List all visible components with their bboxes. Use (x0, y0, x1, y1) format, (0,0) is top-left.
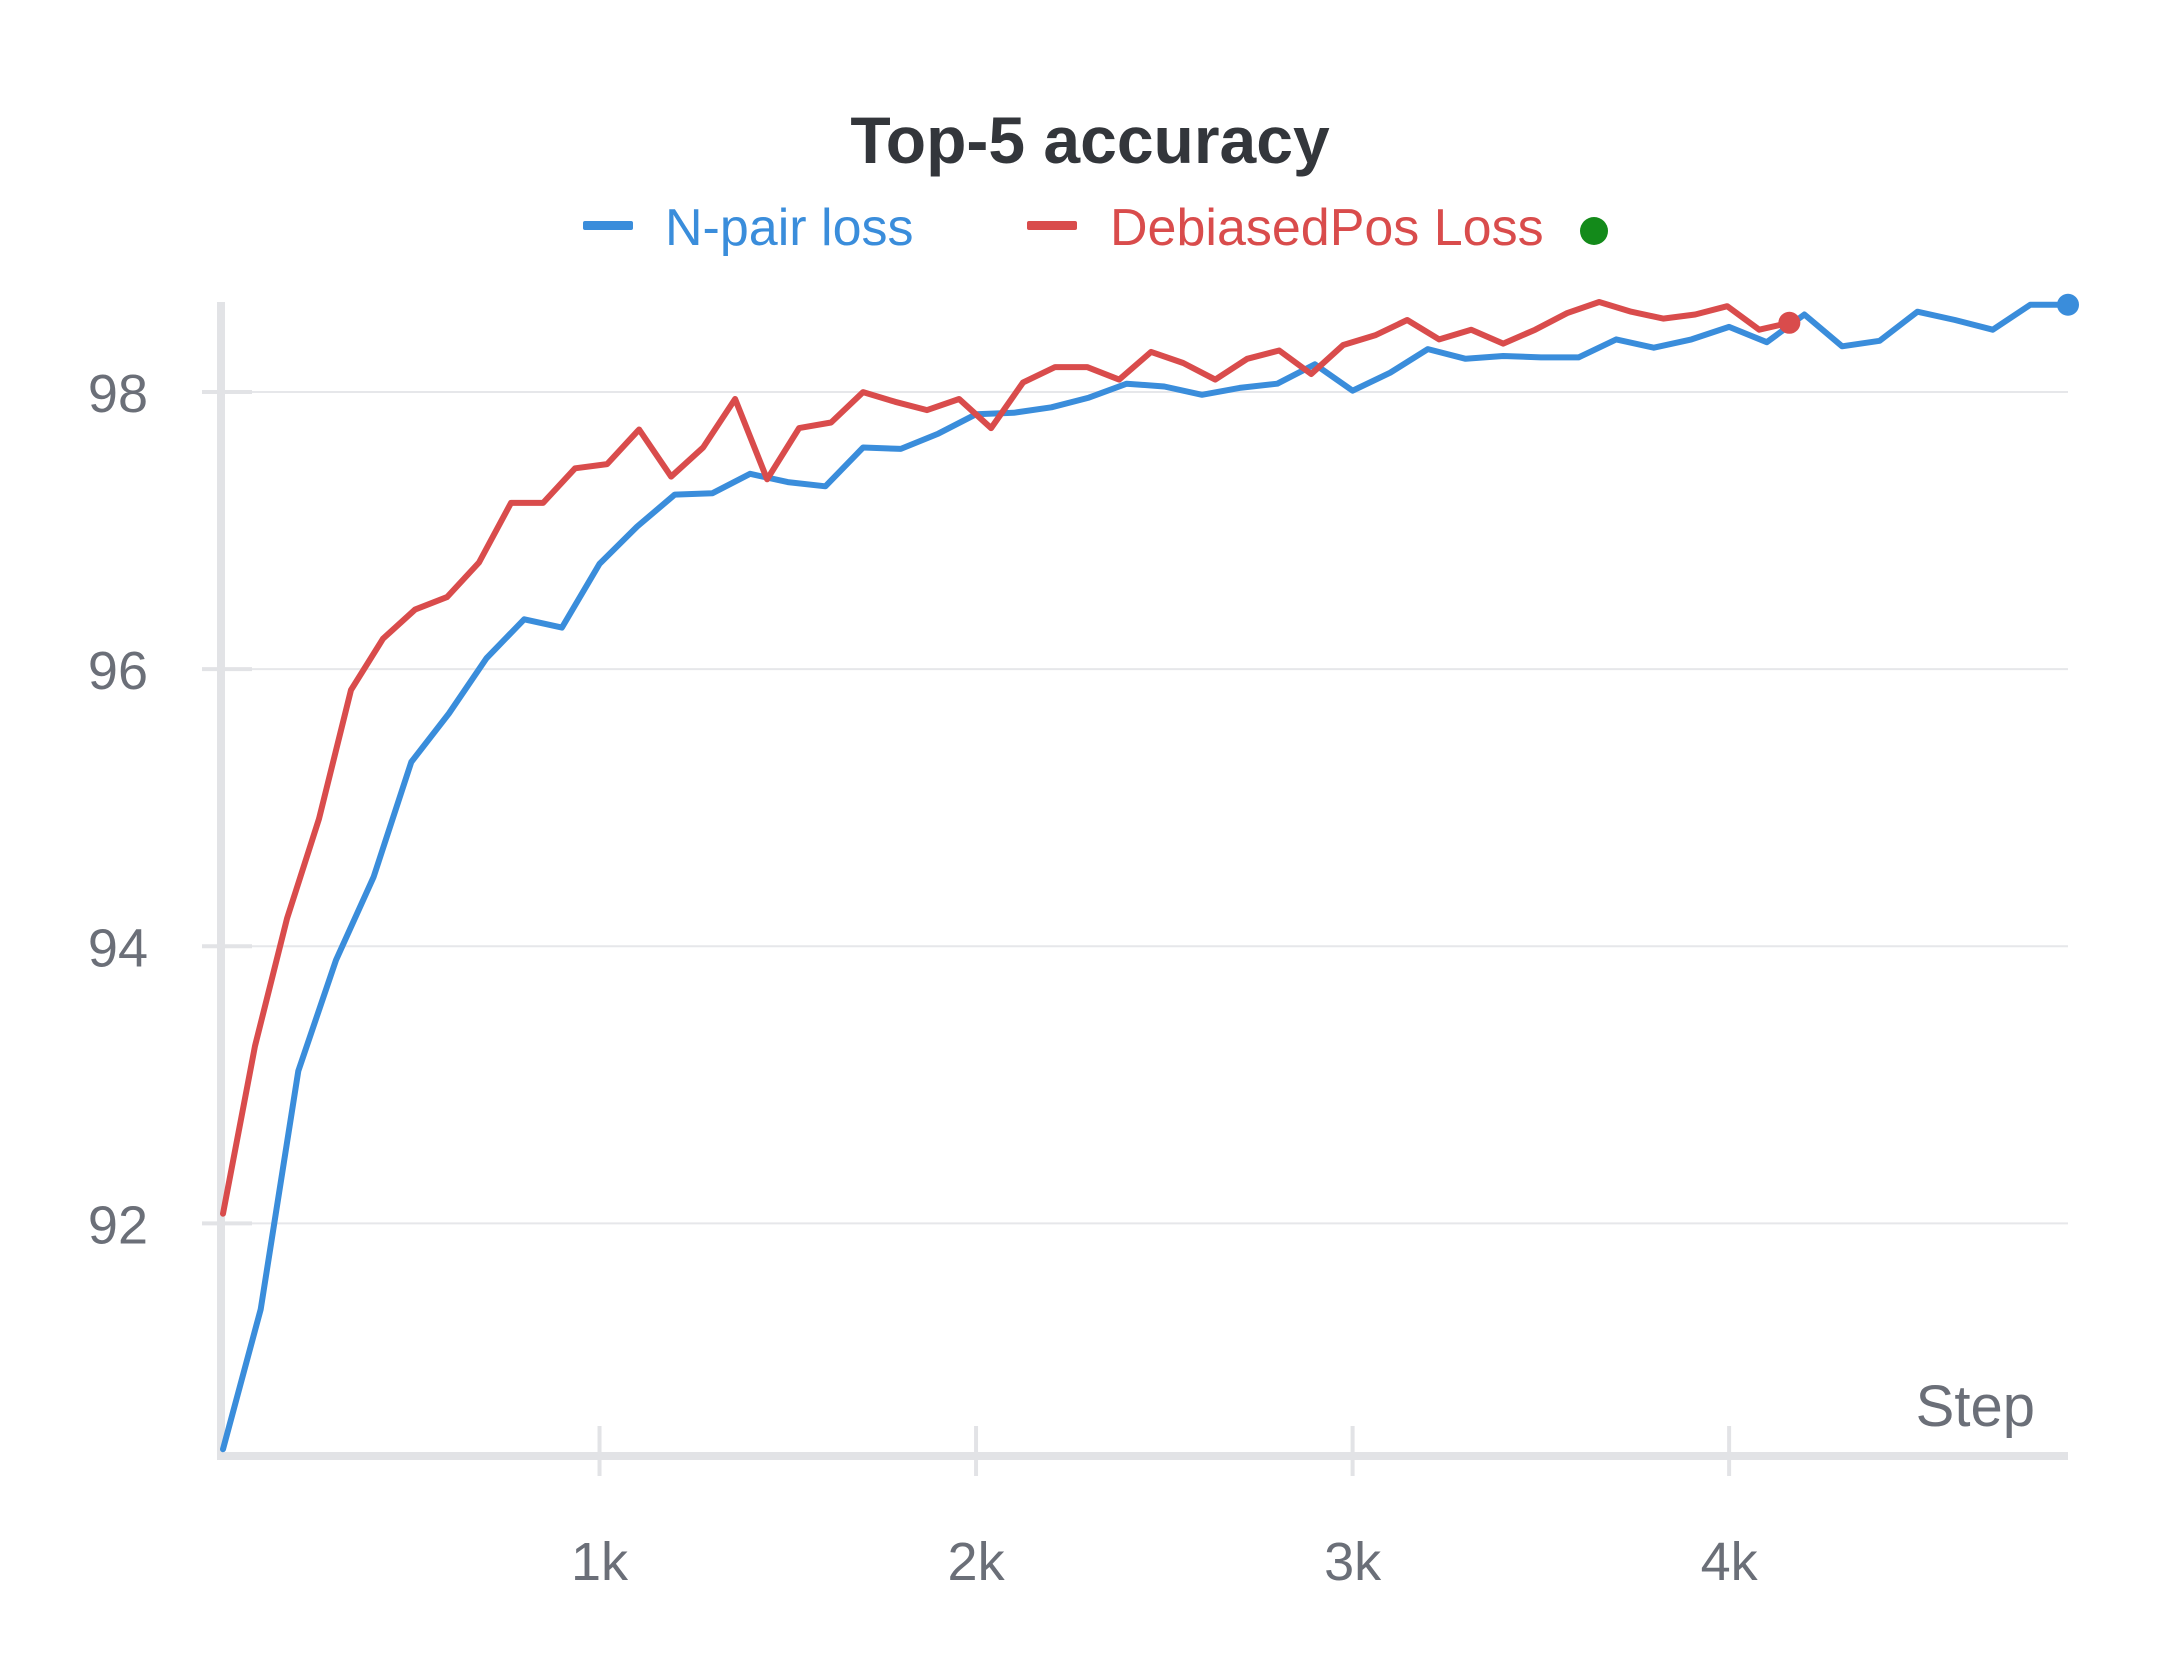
y-tick-label-96: 96 (88, 641, 148, 701)
series-end-marker-debiasedpos-loss[interactable] (1778, 311, 1801, 334)
legend-label-debiasedpos-loss: DebiasedPos Loss (1110, 199, 1544, 257)
series-end-marker-n-pair-loss[interactable] (2057, 293, 2079, 316)
chart-title: Top-5 accuracy (850, 103, 1330, 177)
y-tick-label-94: 94 (88, 918, 148, 978)
legend: N-pair loss DebiasedPos Loss (583, 199, 1608, 257)
legend-item-n-pair-loss[interactable]: N-pair loss (583, 199, 914, 257)
series-line-n-pair-loss[interactable] (220, 301, 2071, 1453)
legend-item-debiasedpos-loss[interactable]: DebiasedPos Loss (1027, 199, 1608, 257)
y-tick-label-98: 98 (88, 364, 148, 424)
legend-swatch-debiasedpos-loss (1027, 221, 1077, 230)
legend-swatch-n-pair-loss (583, 221, 633, 230)
x-tick-label-4k: 4k (1701, 1532, 1759, 1592)
x-tick-label-3k: 3k (1324, 1532, 1382, 1592)
legend-status-dot (1580, 217, 1608, 245)
x-axis-title: Step (1916, 1374, 2035, 1439)
ticks: 92 94 96 98 1k 2k 3k 4k (88, 364, 1759, 1592)
x-tick-label-1k: 1k (571, 1532, 629, 1592)
axes (217, 302, 2068, 1460)
x-tick-label-2k: 2k (948, 1532, 1006, 1592)
legend-label-n-pair-loss: N-pair loss (665, 199, 914, 257)
series-line-debiasedpos-loss[interactable] (220, 299, 1793, 1217)
y-tick-label-92: 92 (88, 1195, 148, 1255)
gridlines (223, 391, 2068, 1225)
series (220, 293, 2079, 1453)
